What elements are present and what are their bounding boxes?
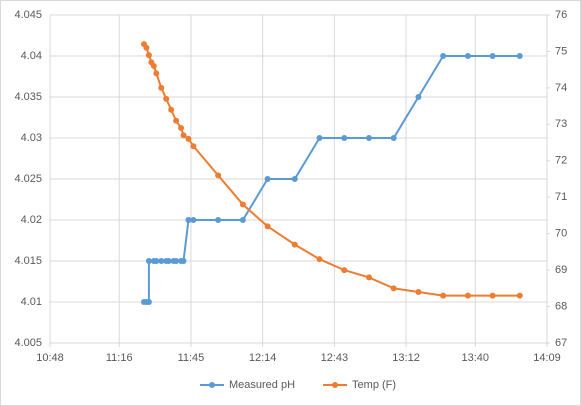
y-tick-label: 4.03 bbox=[21, 132, 42, 144]
legend-label: Measured pH bbox=[229, 379, 295, 391]
y2-tick-label: 69 bbox=[555, 264, 567, 276]
data-point bbox=[316, 135, 323, 141]
data-point bbox=[365, 135, 372, 141]
y2-tick-label: 74 bbox=[555, 82, 567, 94]
y2-tick-label: 71 bbox=[555, 191, 567, 203]
data-point bbox=[143, 44, 150, 51]
x-tick-label: 14:09 bbox=[533, 352, 561, 364]
data-point bbox=[264, 223, 271, 230]
y2-tick-label: 68 bbox=[555, 300, 567, 312]
y2-tick-label: 72 bbox=[555, 155, 567, 167]
y2-tick-label: 76 bbox=[555, 9, 567, 21]
data-point bbox=[316, 256, 323, 263]
data-point bbox=[173, 258, 180, 264]
x-tick-label: 11:16 bbox=[106, 352, 133, 364]
data-point bbox=[215, 172, 222, 179]
data-point bbox=[415, 288, 422, 295]
data-point bbox=[291, 241, 298, 248]
data-point bbox=[464, 292, 471, 299]
data-point bbox=[173, 117, 180, 124]
data-point bbox=[163, 95, 170, 102]
data-point bbox=[145, 299, 152, 305]
x-tick-label: 11:45 bbox=[178, 352, 205, 364]
data-point bbox=[390, 285, 397, 292]
data-point bbox=[516, 292, 523, 299]
y-tick-label: 4.025 bbox=[14, 173, 42, 185]
data-point bbox=[390, 135, 397, 141]
y-tick-label: 4.02 bbox=[21, 214, 42, 226]
data-point bbox=[415, 94, 422, 100]
data-point bbox=[190, 217, 197, 223]
data-point bbox=[464, 53, 471, 59]
data-point bbox=[239, 217, 246, 223]
legend-marker bbox=[332, 382, 339, 388]
data-point bbox=[178, 124, 185, 131]
data-point bbox=[168, 106, 175, 113]
data-point bbox=[215, 217, 222, 223]
x-tick-label: 13:40 bbox=[462, 352, 490, 364]
data-point bbox=[489, 53, 496, 59]
x-tick-label: 10:48 bbox=[36, 352, 64, 364]
y-tick-label: 4.01 bbox=[21, 296, 42, 308]
data-point bbox=[158, 84, 165, 91]
y2-tick-label: 67 bbox=[555, 337, 567, 349]
y2-tick-label: 75 bbox=[555, 45, 567, 57]
y2-tick-label: 73 bbox=[555, 118, 567, 130]
data-point bbox=[150, 63, 157, 70]
data-point bbox=[489, 292, 496, 299]
data-point bbox=[440, 292, 447, 299]
data-point bbox=[153, 258, 160, 264]
legend-marker bbox=[209, 382, 215, 388]
data-point bbox=[185, 217, 192, 223]
data-point bbox=[180, 132, 187, 139]
data-point bbox=[291, 176, 298, 182]
data-point bbox=[341, 267, 348, 274]
data-point bbox=[516, 53, 523, 59]
x-tick-label: 13:12 bbox=[392, 352, 420, 364]
y-tick-label: 4.035 bbox=[14, 91, 42, 103]
data-point bbox=[153, 70, 160, 77]
data-point bbox=[145, 258, 152, 264]
data-point bbox=[185, 135, 192, 142]
y-tick-label: 4.04 bbox=[21, 50, 42, 62]
data-point bbox=[180, 258, 187, 264]
y-tick-label: 4.045 bbox=[14, 9, 42, 21]
legend-label: Temp (F) bbox=[352, 379, 396, 391]
x-tick-label: 12:14 bbox=[249, 352, 277, 364]
data-point bbox=[365, 274, 372, 281]
data-point bbox=[440, 53, 447, 59]
data-point bbox=[264, 176, 271, 182]
y2-tick-label: 70 bbox=[555, 228, 567, 240]
data-point bbox=[190, 143, 197, 150]
data-point bbox=[239, 201, 246, 208]
data-point bbox=[165, 258, 172, 264]
data-point bbox=[145, 52, 152, 59]
y-tick-label: 4.015 bbox=[14, 255, 42, 267]
data-point bbox=[158, 258, 165, 264]
x-tick-label: 12:43 bbox=[321, 352, 349, 364]
data-point bbox=[341, 135, 348, 141]
y-tick-label: 4.005 bbox=[14, 337, 42, 349]
